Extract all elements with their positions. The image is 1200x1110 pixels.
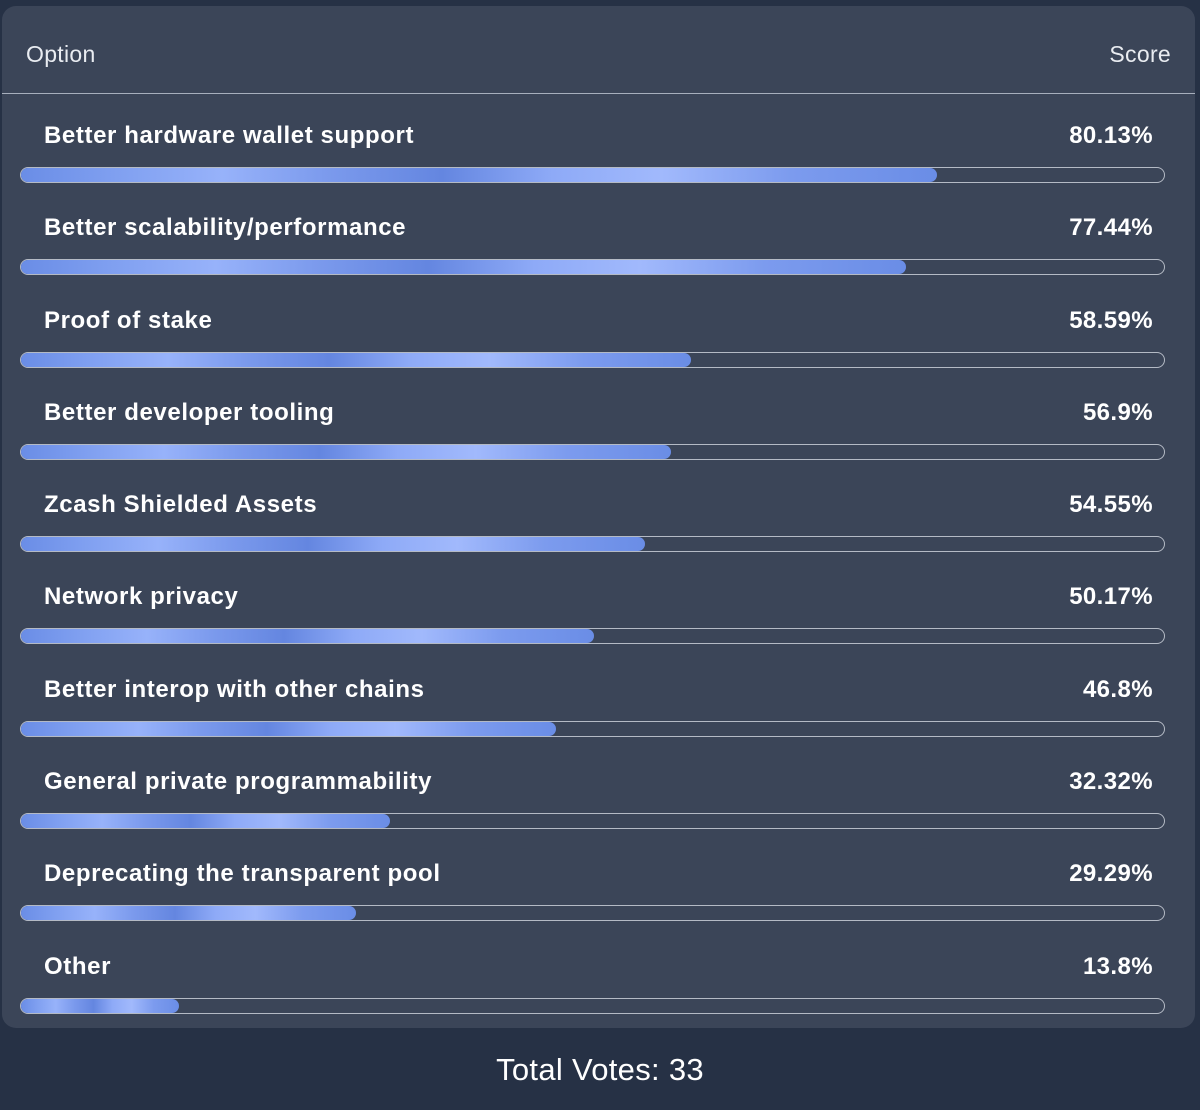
option-score: 46.8% xyxy=(1082,675,1153,703)
progress-bar-track xyxy=(20,351,1165,368)
option-score: 50.17% xyxy=(1069,583,1153,611)
poll-option-row: General private programmability 32.32% xyxy=(2,740,1195,832)
option-score: 29.29% xyxy=(1069,860,1153,888)
option-score: 77.44% xyxy=(1069,214,1153,242)
option-label: Better developer tooling xyxy=(44,398,335,426)
score-column-header: Score xyxy=(1109,41,1171,67)
option-score: 80.13% xyxy=(1069,122,1153,149)
poll-option-row: Better interop with other chains 46.8% xyxy=(2,648,1195,740)
option-score: 32.32% xyxy=(1069,768,1153,796)
progress-bar-track xyxy=(20,443,1165,460)
option-score: 58.59% xyxy=(1069,306,1153,334)
option-column-header: Option xyxy=(26,41,96,67)
option-label: Better interop with other chains xyxy=(44,675,425,703)
progress-bar-fill xyxy=(21,906,356,921)
total-votes: Total Votes: 33 xyxy=(496,1052,704,1087)
progress-bar-fill xyxy=(21,352,691,367)
option-score: 56.9% xyxy=(1082,398,1153,426)
poll-options-list: Better hardware wallet support 80.13% Bett… xyxy=(2,94,1195,1017)
poll-results-panel: Option Score Better hardware wallet supp… xyxy=(2,6,1195,1028)
option-label: Other xyxy=(44,952,112,980)
option-label: General private programmability xyxy=(44,768,433,796)
progress-bar-track xyxy=(20,628,1165,645)
poll-option-row: Other 13.8% xyxy=(2,925,1195,1017)
progress-bar-track xyxy=(20,813,1165,830)
progress-bar-fill xyxy=(21,168,937,182)
option-label: Proof of stake xyxy=(44,306,213,334)
poll-option-row: Better developer tooling 56.9% xyxy=(2,371,1195,463)
progress-bar-fill xyxy=(21,260,907,275)
progress-bar-fill xyxy=(21,721,556,736)
progress-bar-track xyxy=(20,167,1165,183)
progress-bar-fill xyxy=(21,537,645,552)
table-header: Option Score xyxy=(2,6,1195,94)
option-label: Better hardware wallet support xyxy=(44,122,415,149)
poll-option-row: Zcash Shielded Assets 54.55% xyxy=(2,463,1195,555)
progress-bar-track xyxy=(20,997,1165,1014)
poll-option-row: Network privacy 50.17% xyxy=(2,555,1195,647)
poll-option-row: Proof of stake 58.59% xyxy=(2,279,1195,371)
progress-bar-fill xyxy=(21,629,595,644)
option-label: Network privacy xyxy=(44,583,239,611)
progress-bar-fill xyxy=(21,998,179,1013)
poll-option-row: Better hardware wallet support 80.13% xyxy=(2,94,1195,186)
progress-bar-track xyxy=(20,905,1165,922)
progress-bar-track xyxy=(20,259,1165,276)
poll-option-row: Better scalability/performance 77.44% xyxy=(2,186,1195,278)
option-label: Better scalability/performance xyxy=(44,214,407,242)
progress-bar-track xyxy=(20,720,1165,737)
option-label: Deprecating the transparent pool xyxy=(44,860,441,888)
option-label: Zcash Shielded Assets xyxy=(44,491,318,519)
progress-bar-fill xyxy=(21,814,391,829)
progress-bar-fill xyxy=(21,444,672,459)
poll-option-row: Deprecating the transparent pool 29.29% xyxy=(2,832,1195,924)
option-score: 54.55% xyxy=(1069,491,1153,519)
progress-bar-track xyxy=(20,536,1165,553)
option-score: 13.8% xyxy=(1082,952,1153,980)
